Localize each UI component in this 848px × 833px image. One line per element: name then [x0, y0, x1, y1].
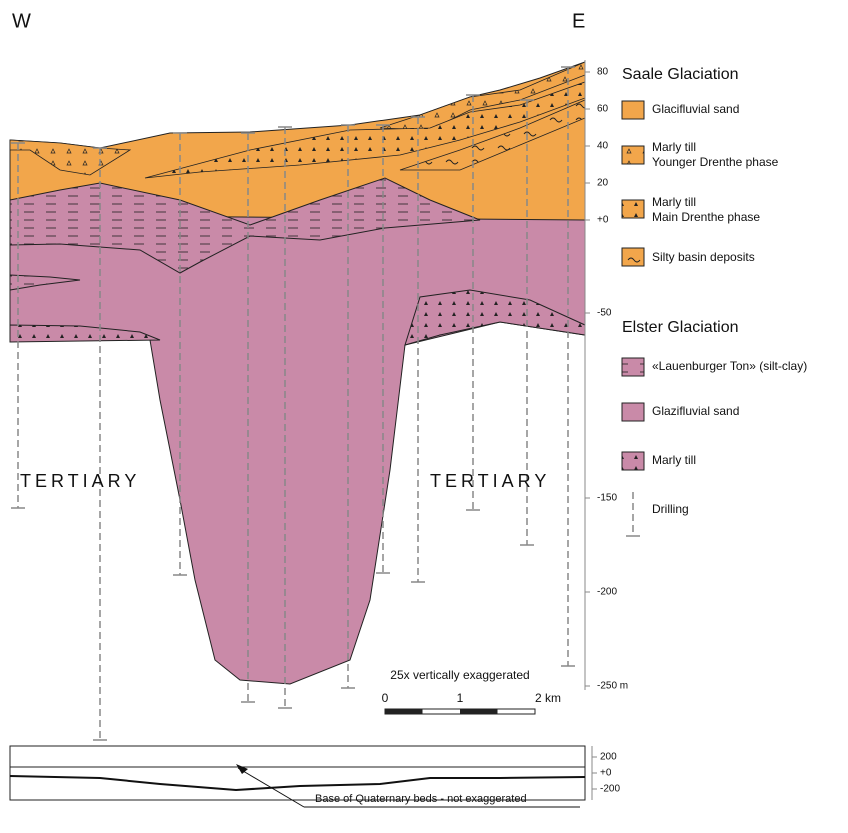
- legend-swatch: [622, 200, 644, 218]
- legend-label: Younger Drenthe phase: [652, 155, 779, 169]
- tick-label: 40: [597, 141, 609, 152]
- inset-caption: Base of Quaternary beds - not exaggerate…: [315, 793, 527, 805]
- tick-label: -200: [600, 784, 620, 795]
- legend-label: Silty basin deposits: [652, 250, 755, 264]
- legend-label: Glazifluvial sand: [652, 404, 739, 418]
- scale-tick: 1: [457, 691, 464, 705]
- legend-label: Main Drenthe phase: [652, 210, 760, 224]
- inset-ticks: 200 +0 -200: [592, 752, 620, 795]
- tick-label: 80: [597, 67, 609, 78]
- tick-label: -150: [597, 493, 617, 504]
- east-label: E: [572, 10, 585, 32]
- legend-label: Drilling: [652, 502, 689, 516]
- scale-tick: 2 km: [535, 691, 561, 705]
- tick-label: -50: [597, 308, 612, 319]
- legend-swatch: [622, 452, 644, 470]
- tick-label: 60: [597, 104, 609, 115]
- west-label: W: [12, 10, 31, 32]
- legend-title: Elster Glaciation: [622, 319, 739, 336]
- legend-label: Marly till: [652, 195, 696, 209]
- tick-label: -250 m: [597, 681, 628, 692]
- scale-bar-segment: [385, 709, 423, 714]
- legend-label: Marly till: [652, 453, 696, 467]
- legend-label: Glacifluvial sand: [652, 102, 739, 116]
- inset-frame: [10, 746, 585, 800]
- tertiary-west: TERTIARY: [20, 471, 140, 491]
- exaggeration-note: 25x vertically exaggerated: [390, 668, 529, 682]
- tick-label: 200: [600, 752, 617, 763]
- glazifluvial-sand: [10, 215, 585, 684]
- tick-label: 20: [597, 178, 609, 189]
- tick-label: +0: [597, 215, 609, 226]
- legend-swatch: [622, 146, 644, 164]
- tick-label: +0: [600, 768, 612, 779]
- scale-bar-segment: [460, 709, 498, 714]
- legend-swatch: [622, 403, 644, 421]
- legend-swatch: [622, 248, 644, 266]
- legend-swatch: [622, 101, 644, 119]
- legend-swatch: [622, 358, 644, 376]
- page: W E TERTIARY TERTIARY 80 60 40 20 +0 -50 -150 -…: [0, 0, 848, 833]
- tertiary-east: TERTIARY: [430, 471, 550, 491]
- legend-label: «Lauenburger Ton» (silt-clay): [652, 359, 807, 373]
- tick-label: -200: [597, 587, 617, 598]
- scale-tick: 0: [382, 691, 389, 705]
- legend-label: Marly till: [652, 140, 696, 154]
- legend-title: Saale Glaciation: [622, 66, 739, 83]
- cross-section: W E TERTIARY TERTIARY 80 60 40 20 +0 -50 -150 -…: [0, 0, 848, 828]
